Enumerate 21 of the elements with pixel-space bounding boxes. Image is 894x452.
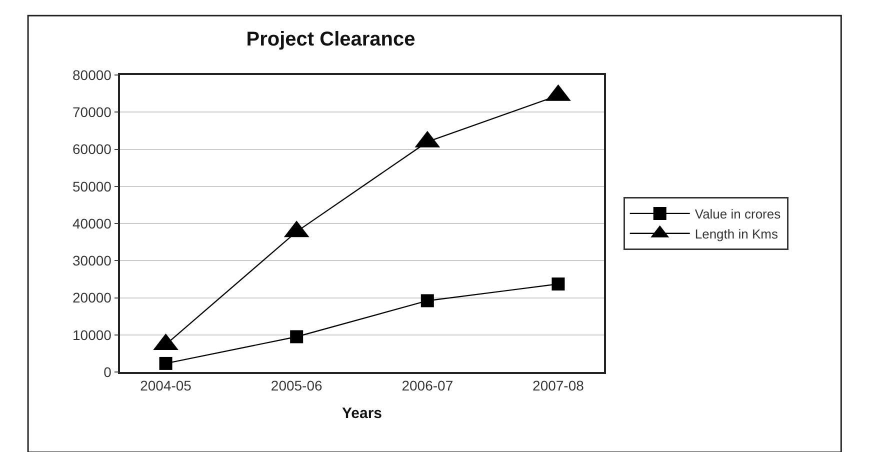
y-tick-label: 50000: [72, 178, 112, 194]
x-axis-title: Years: [342, 405, 382, 422]
y-tick-label: 40000: [72, 215, 112, 232]
point: [552, 278, 565, 291]
point: [159, 356, 172, 370]
x-tick-label: 2006-07: [402, 378, 454, 394]
legend-label: Value in crores: [694, 206, 782, 222]
y-tick-label: 10000: [72, 326, 112, 343]
x-tick-label: 2007-08: [532, 378, 584, 394]
legend-label: Length in Kms: [694, 226, 778, 242]
x-tick-label: 2005-06: [270, 378, 322, 394]
y-tick-label: 30000: [72, 252, 112, 269]
y-tick-label: 0: [104, 364, 112, 380]
chart-title: Project Clearance: [246, 28, 416, 51]
x-tick-label: 2004-05: [140, 378, 192, 394]
y-tick-label: 20000: [72, 290, 112, 306]
y-tick-label: 80000: [72, 66, 112, 83]
point: [420, 294, 434, 308]
y-tick-label: 70000: [72, 104, 112, 120]
point: [290, 330, 304, 344]
y-tick-label: 60000: [72, 141, 112, 158]
